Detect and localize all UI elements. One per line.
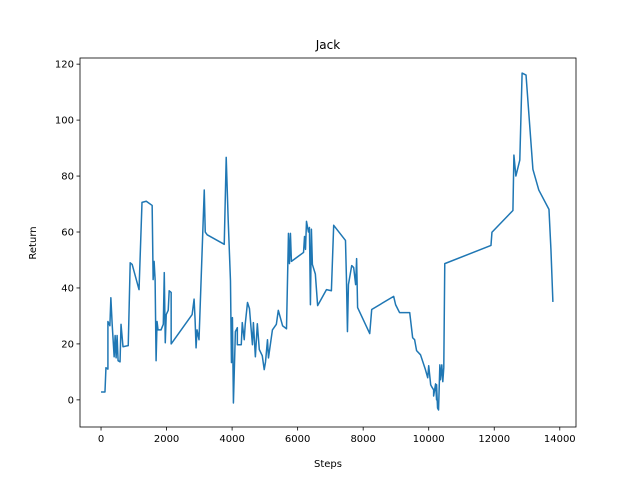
x-tick-label: 0 (98, 434, 104, 445)
chart-title: Jack (315, 38, 340, 52)
x-tick-label: 8000 (350, 434, 375, 445)
x-tick-label: 12000 (478, 434, 510, 445)
y-axis-label: Return (28, 226, 39, 259)
y-tick-label: 20 (61, 339, 74, 350)
data-line (101, 72, 554, 411)
y-tick-label: 40 (61, 283, 74, 294)
x-tick-label: 6000 (285, 434, 310, 445)
y-tick-label: 0 (68, 395, 74, 406)
x-axis-label: Steps (314, 459, 342, 470)
plot-frame (79, 57, 577, 428)
x-tick-label: 14000 (544, 434, 576, 445)
y-tick-label: 120 (55, 60, 74, 71)
y-tick-label: 80 (61, 172, 74, 183)
x-tick-label: 10000 (413, 434, 445, 445)
x-tick-label: 2000 (154, 434, 179, 445)
y-tick-label: 100 (55, 116, 74, 127)
y-tick-label: 60 (61, 228, 74, 239)
x-tick-label: 4000 (219, 434, 244, 445)
